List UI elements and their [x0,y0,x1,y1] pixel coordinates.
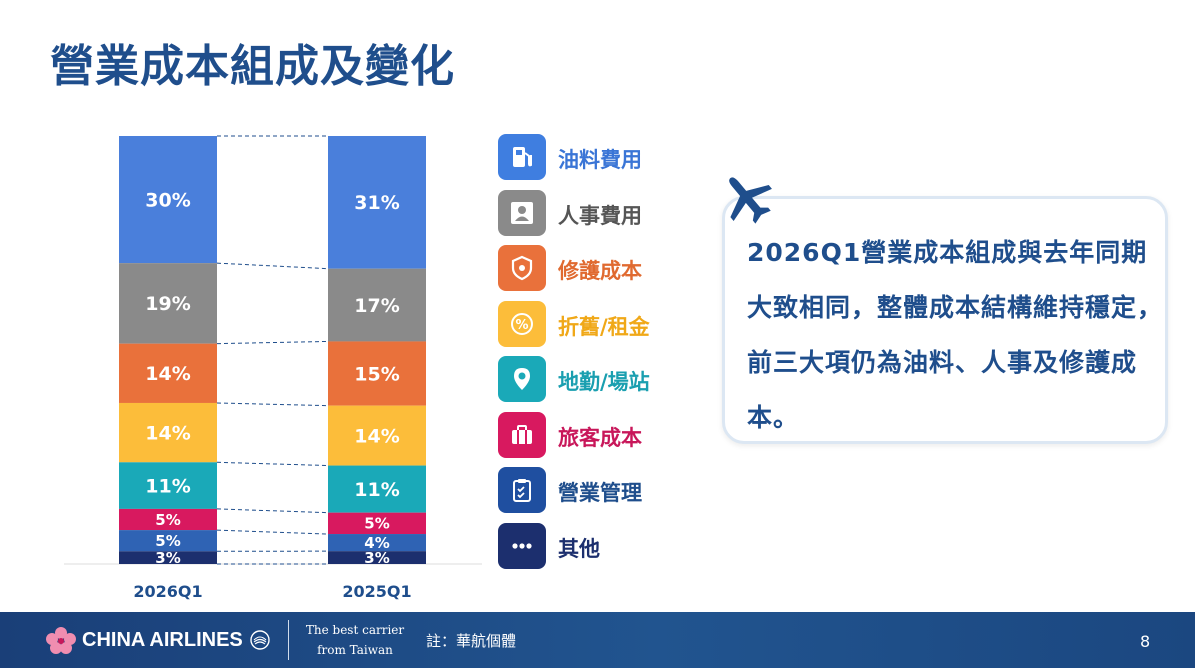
data-label: 15% [354,363,399,385]
legend-label: 折舊/租金 [558,315,650,339]
summary-callout: 2026Q1營業成本組成與去年同期大致相同，整體成本結構維持穩定，前三大項仍為油… [722,196,1168,444]
callout-text: 2026Q1營業成本組成與去年同期大致相同，整體成本結構維持穩定，前三大項仍為油… [747,238,1164,432]
data-label: 31% [354,192,399,214]
bar-segment [119,136,217,264]
brand: CHINA AIRLINES [46,626,271,654]
location-pin-icon [498,356,546,402]
data-label: 5% [155,511,180,529]
data-label: 3% [155,549,180,567]
legend-label: 旅客成本 [558,426,642,450]
bar-segment [119,402,217,463]
connector-line [216,402,329,407]
data-label: 11% [354,479,399,501]
bar-segment [119,343,217,403]
bar-segment [328,405,426,466]
connector-line [216,262,329,270]
footer-bar: CHINA AIRLINES The best carrier from Tai… [0,612,1195,668]
legend-item-other: 其他 [498,523,668,569]
data-label: 14% [145,363,190,385]
footnote: 註：華航個體 [426,632,517,650]
skyteam-logo-icon [250,630,270,650]
data-label: 3% [364,549,389,567]
data-label: 17% [354,295,399,317]
data-label: 14% [145,422,190,444]
person-icon [498,190,546,236]
connector-line [216,340,329,345]
x-tick-label: 2026Q1 [133,582,202,601]
legend-label: 人事費用 [558,204,642,228]
bar-segment [328,512,426,535]
bar-segment [328,268,426,342]
data-label: 30% [145,189,190,211]
bar-segment [119,551,217,564]
page-number: 8 [1140,632,1151,651]
bar-segment [328,465,426,513]
stacked-bar-chart: 30%19%14%14%11%5%5%3%2026Q131%17%15%14%1… [64,135,482,601]
data-label: 11% [145,475,190,497]
brand-name: CHINA AIRLINES [82,628,243,651]
plum-blossom-logo-icon [46,627,76,654]
page-title: 營業成本組成及變化 [50,41,455,92]
connector-line [216,529,329,535]
data-label: 4% [364,534,389,552]
tagline: The best carrier from Taiwan [300,620,410,660]
connector-line [216,461,329,467]
bar-segment [328,551,426,564]
shield-icon [498,245,546,291]
legend-label: 營業管理 [558,481,642,505]
legend-item-ground: 地勤/場站 [498,356,668,402]
fuel-pump-icon [498,134,546,180]
bar-segment [119,508,217,531]
bar-segment [119,530,217,552]
legend-item-maintenance: 修護成本 [498,245,668,291]
legend-item-passenger: 旅客成本 [498,412,668,458]
connector-line [216,508,329,514]
legend-item-personnel: 人事費用 [498,190,668,236]
bar-segment [328,341,426,406]
legend-item-fuel: 油料費用 [498,134,668,180]
bar-segment [328,534,426,552]
svg-text:%: % [515,318,528,333]
legend-item-depreciation: % 折舊/租金 [498,301,668,347]
legend-label: 地勤/場站 [558,370,650,394]
more-dots-icon [498,523,546,569]
data-label: 5% [155,532,180,550]
footer-divider [288,620,289,660]
bar-segment [328,136,426,269]
legend-label: 油料費用 [558,148,642,172]
legend-item-management: 營業管理 [498,467,668,513]
clipboard-icon [498,467,546,513]
data-label: 19% [145,293,190,315]
percent-icon: % [498,301,546,347]
bar-segment [119,263,217,344]
legend-label: 其他 [558,537,600,561]
legend-label: 修護成本 [558,259,642,283]
tagline-line1: The best carrier [305,623,405,637]
bar-segment [119,462,217,509]
tagline-line2: from Taiwan [317,643,393,657]
data-label: 5% [364,515,389,533]
data-label: 14% [354,425,399,447]
suitcase-icon [498,412,546,458]
airplane-icon [716,168,778,232]
x-tick-label: 2025Q1 [342,582,411,601]
